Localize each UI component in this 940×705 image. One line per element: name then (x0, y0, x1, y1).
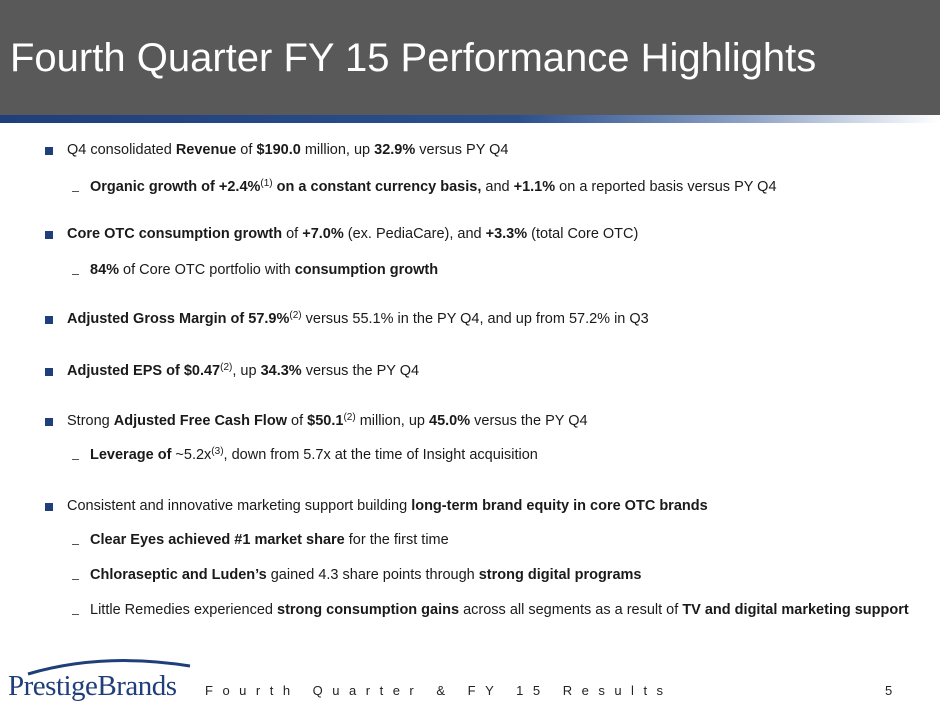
sub-bullet-organic-growth: Organic growth of +2.4%(1) on a constant… (90, 178, 920, 197)
text: versus PY Q4 (415, 142, 509, 158)
footnote-ref: (2) (289, 310, 302, 321)
logo-arc-icon (27, 659, 191, 676)
text-bold: Adjusted Free Cash Flow (113, 413, 287, 429)
bullet-square-icon (45, 368, 53, 376)
text-bold: TV and digital marketing support (682, 602, 909, 618)
sub-bullet-dash-icon (72, 274, 79, 275)
text-bold: Organic growth of +2.4% (90, 179, 261, 195)
text: and (481, 179, 514, 195)
text: of (236, 142, 257, 158)
text: versus 55.1% in the PY Q4, and up from 5… (301, 311, 649, 327)
footer-title: Fourth Quarter & FY 15 Results (205, 683, 673, 698)
bullet-square-icon (45, 503, 53, 511)
text: on a reported basis versus PY Q4 (555, 179, 777, 195)
text: across all segments as a result of (459, 602, 683, 618)
text-bold: +7.0% (302, 226, 344, 242)
text: versus the PY Q4 (301, 363, 420, 379)
bullet-eps: Adjusted EPS of $0.47(2), up 34.3% versu… (67, 362, 917, 381)
text-bold: $190.0 (256, 142, 301, 158)
footnote-ref: (1) (260, 178, 273, 189)
bullet-gross-margin: Adjusted Gross Margin of 57.9%(2) versus… (67, 310, 917, 329)
text: million, up (300, 142, 375, 158)
footnote-ref: (3) (211, 446, 224, 457)
text: , down from 5.7x at the time of Insight … (223, 447, 538, 463)
text: for the first time (344, 532, 449, 548)
text-bold: strong digital programs (478, 567, 642, 583)
text: , up (232, 363, 261, 379)
text: of Core OTC portfolio with (119, 262, 295, 278)
text-bold: consumption growth (294, 262, 439, 278)
sub-bullet-dash-icon (72, 579, 79, 580)
text: ~5.2x (175, 447, 212, 463)
prestige-brands-logo: PrestigeBrands (8, 656, 193, 704)
sub-bullet-little-remedies: Little Remedies experienced strong consu… (90, 601, 920, 620)
text-bold: 84% (90, 262, 120, 278)
text-bold: Chloraseptic and Luden’s (90, 567, 267, 583)
footnote-ref: (2) (343, 412, 356, 423)
sub-bullet-portfolio: 84% of Core OTC portfolio with consumpti… (90, 261, 920, 280)
text: Q4 consolidated (67, 142, 176, 158)
bullet-square-icon (45, 231, 53, 239)
text-bold: +1.1% (513, 179, 556, 195)
sub-bullet-dash-icon (72, 544, 79, 545)
page-number: 5 (885, 683, 893, 698)
text: versus the PY Q4 (470, 413, 588, 429)
text-bold: +3.3% (485, 226, 528, 242)
text-bold: Leverage of (90, 447, 176, 463)
text-bold: 32.9% (374, 142, 416, 158)
bullet-square-icon (45, 316, 53, 324)
footnote-ref: (2) (220, 362, 233, 373)
sub-bullet-dash-icon (72, 191, 79, 192)
text-bold: 45.0% (429, 413, 471, 429)
sub-bullet-chloraseptic: Chloraseptic and Luden’s gained 4.3 shar… (90, 566, 920, 585)
bullet-square-icon (45, 147, 53, 155)
sub-bullet-clear-eyes: Clear Eyes achieved #1 market share for … (90, 531, 920, 550)
text-bold: $50.1 (307, 413, 344, 429)
bullet-core-otc: Core OTC consumption growth of +7.0% (ex… (67, 225, 917, 244)
text-bold: long-term brand equity in core OTC brand… (411, 498, 708, 514)
text-bold: strong consumption gains (277, 602, 460, 618)
text: Strong (67, 413, 114, 429)
sub-bullet-dash-icon (72, 459, 79, 460)
bullet-square-icon (45, 418, 53, 426)
sub-bullet-leverage: Leverage of ~5.2x(3), down from 5.7x at … (90, 446, 920, 465)
bullet-revenue: Q4 consolidated Revenue of $190.0 millio… (67, 141, 917, 160)
text-bold: 34.3% (260, 363, 302, 379)
text: gained 4.3 share points through (266, 567, 479, 583)
text: of (282, 226, 303, 242)
logo-text: PrestigeBrands (8, 670, 177, 702)
text-bold: Clear Eyes achieved #1 market share (90, 532, 345, 548)
sub-bullet-dash-icon (72, 614, 79, 615)
title-rule (0, 115, 940, 123)
bullet-free-cash-flow: Strong Adjusted Free Cash Flow of $50.1(… (67, 412, 917, 431)
text: (total Core OTC) (527, 226, 639, 242)
text: million, up (355, 413, 430, 429)
text: Little Remedies experienced (90, 602, 277, 618)
title-bar: Fourth Quarter FY 15 Performance Highlig… (0, 0, 940, 115)
bullet-marketing: Consistent and innovative marketing supp… (67, 497, 917, 516)
text-bold: Adjusted EPS of $0.47 (67, 363, 221, 379)
text-bold: Revenue (175, 142, 237, 158)
text-bold: Core OTC consumption growth (67, 226, 283, 242)
text: (ex. PediaCare), and (343, 226, 486, 242)
text-bold: on a constant currency basis, (272, 179, 482, 195)
text-bold: Adjusted Gross Margin of 57.9% (67, 311, 290, 327)
page-title: Fourth Quarter FY 15 Performance Highlig… (10, 36, 817, 80)
text: of (286, 413, 308, 429)
text: Consistent and innovative marketing supp… (67, 498, 412, 514)
